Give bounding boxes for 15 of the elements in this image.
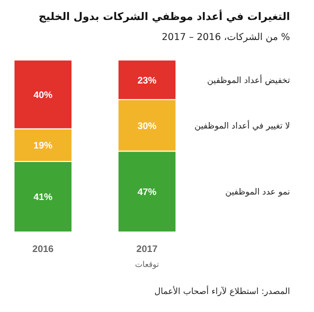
data-label: 47% [137, 187, 158, 198]
text: % من الشركات، 2016 – 2017 [162, 32, 290, 43]
data-label: 23% [137, 75, 158, 86]
text: تخفيض أعداد الموظفين [207, 74, 291, 86]
text: توقعات [134, 260, 160, 269]
x-tick-label: 2017 [136, 244, 158, 255]
text: لا تغيير في أعداد الموظفين [194, 119, 290, 132]
x-tick-label: 2016 [32, 244, 54, 255]
text: نمو عدد الموظفين [225, 188, 290, 198]
data-label: 30% [137, 120, 158, 132]
data-label: 40% [33, 90, 54, 101]
chart-title: التغيرات في أعداد موظفي الشركات بدول الخليج [38, 9, 290, 23]
data-label: 19% [33, 140, 54, 152]
data-label: 41% [33, 192, 54, 204]
text: المصدر: استطلاع لآراء أصحاب الأعمال [154, 285, 290, 297]
